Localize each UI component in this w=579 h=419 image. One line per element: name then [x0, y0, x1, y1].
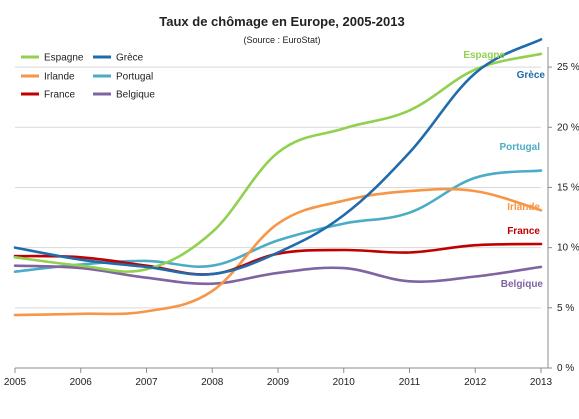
- x-tick-label: 2009: [267, 377, 290, 388]
- end-label-1: Grèce: [517, 70, 546, 81]
- series-line-1: [13, 38, 543, 276]
- series-end-labels: Espagne Grèce Irlande Portugal France Belgiqu…: [463, 50, 545, 290]
- x-tick-label: 2005: [4, 377, 27, 388]
- legend: Espagne Grèce Irlande Portugal France Belgiqu…: [21, 53, 155, 101]
- legend-label-5: Belgique: [116, 90, 155, 101]
- chart-title: Taux de chômage en Europe, 2005-2013: [159, 14, 404, 29]
- y-tick-label: 15 %: [557, 182, 579, 193]
- x-tick-label: 2010: [333, 377, 356, 388]
- end-label-5: Belgique: [501, 279, 544, 290]
- x-tick-label: 2007: [135, 377, 158, 388]
- end-label-2: Irlande: [507, 202, 540, 213]
- legend-label-0: Espagne: [44, 53, 84, 64]
- y-tick-label: 10 %: [557, 243, 579, 254]
- legend-label-4: France: [44, 90, 76, 101]
- end-label-0: Espagne: [463, 50, 505, 61]
- series-line-0: [13, 52, 543, 273]
- x-tick-label: 2012: [464, 377, 487, 388]
- y-tick-label: 20 %: [557, 122, 579, 133]
- end-label-4: France: [507, 226, 540, 237]
- series-line-5: [13, 264, 543, 286]
- x-tick-label: 2008: [201, 377, 224, 388]
- legend-label-2: Irlande: [44, 72, 75, 83]
- y-axis-ticks: 0 % 5 % 10 % 15 % 20 % 25 %: [557, 62, 579, 374]
- series-line-3: [13, 169, 543, 273]
- y-tick-label: 25 %: [557, 62, 579, 73]
- series-lines: [13, 38, 543, 317]
- y-tick-label: 0 %: [557, 363, 574, 374]
- legend-label-3: Portugal: [116, 72, 153, 83]
- legend-label-1: Grèce: [116, 53, 144, 64]
- x-axis: 2005 2006 2007 2008 2009 2010 2011 2012 2013: [4, 47, 553, 388]
- chart-subtitle: (Source : EuroStat): [243, 35, 320, 45]
- x-tick-label: 2013: [530, 377, 553, 388]
- end-label-3: Portugal: [499, 142, 540, 153]
- series-line-2: [13, 187, 543, 317]
- x-tick-label: 2011: [399, 377, 421, 388]
- x-tick-label: 2006: [70, 377, 93, 388]
- y-tick-label: 5 %: [557, 303, 574, 314]
